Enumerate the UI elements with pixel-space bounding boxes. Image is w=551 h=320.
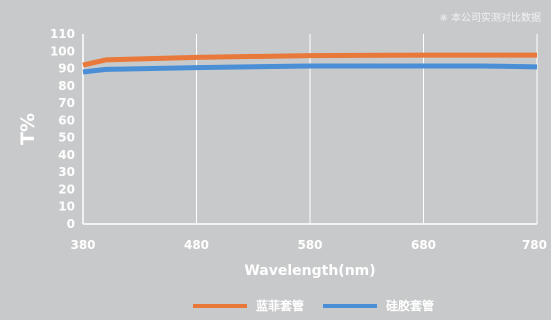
y-tick-label-60: 60 (58, 113, 75, 127)
y-tick-label-40: 40 (58, 148, 75, 162)
x-tick-label-480: 480 (184, 238, 209, 252)
y-tick-label-0: 0 (67, 217, 75, 231)
x-tick-label-380: 380 (70, 238, 95, 252)
x-axis-title: Wavelength(nm) (244, 263, 375, 279)
y-tick-label-100: 100 (50, 44, 75, 58)
y-tick-label-20: 20 (58, 182, 75, 196)
y-tick-label-70: 70 (58, 96, 75, 110)
x-tick-label-580: 580 (297, 238, 322, 252)
y-tick-label-10: 10 (58, 200, 75, 214)
data-note: ※ 本公司实测对比数据 (439, 13, 541, 24)
x-tick-label-680: 680 (411, 238, 436, 252)
series-line-1 (82, 52, 537, 68)
legend-label-2: 硅胶套管 (386, 298, 434, 313)
y-axis-title: T% (17, 113, 39, 145)
y-tick-label-110: 110 (50, 27, 75, 41)
y-tick-label-80: 80 (58, 79, 75, 93)
y-tick-label-90: 90 (58, 62, 75, 76)
x-tick-label-780: 780 (522, 238, 547, 252)
series-line-2 (82, 63, 538, 75)
legend-label-1: 蓝菲套管 (256, 298, 304, 313)
y-tick-label-50: 50 (58, 131, 75, 145)
y-tick-label-30: 30 (58, 165, 75, 179)
